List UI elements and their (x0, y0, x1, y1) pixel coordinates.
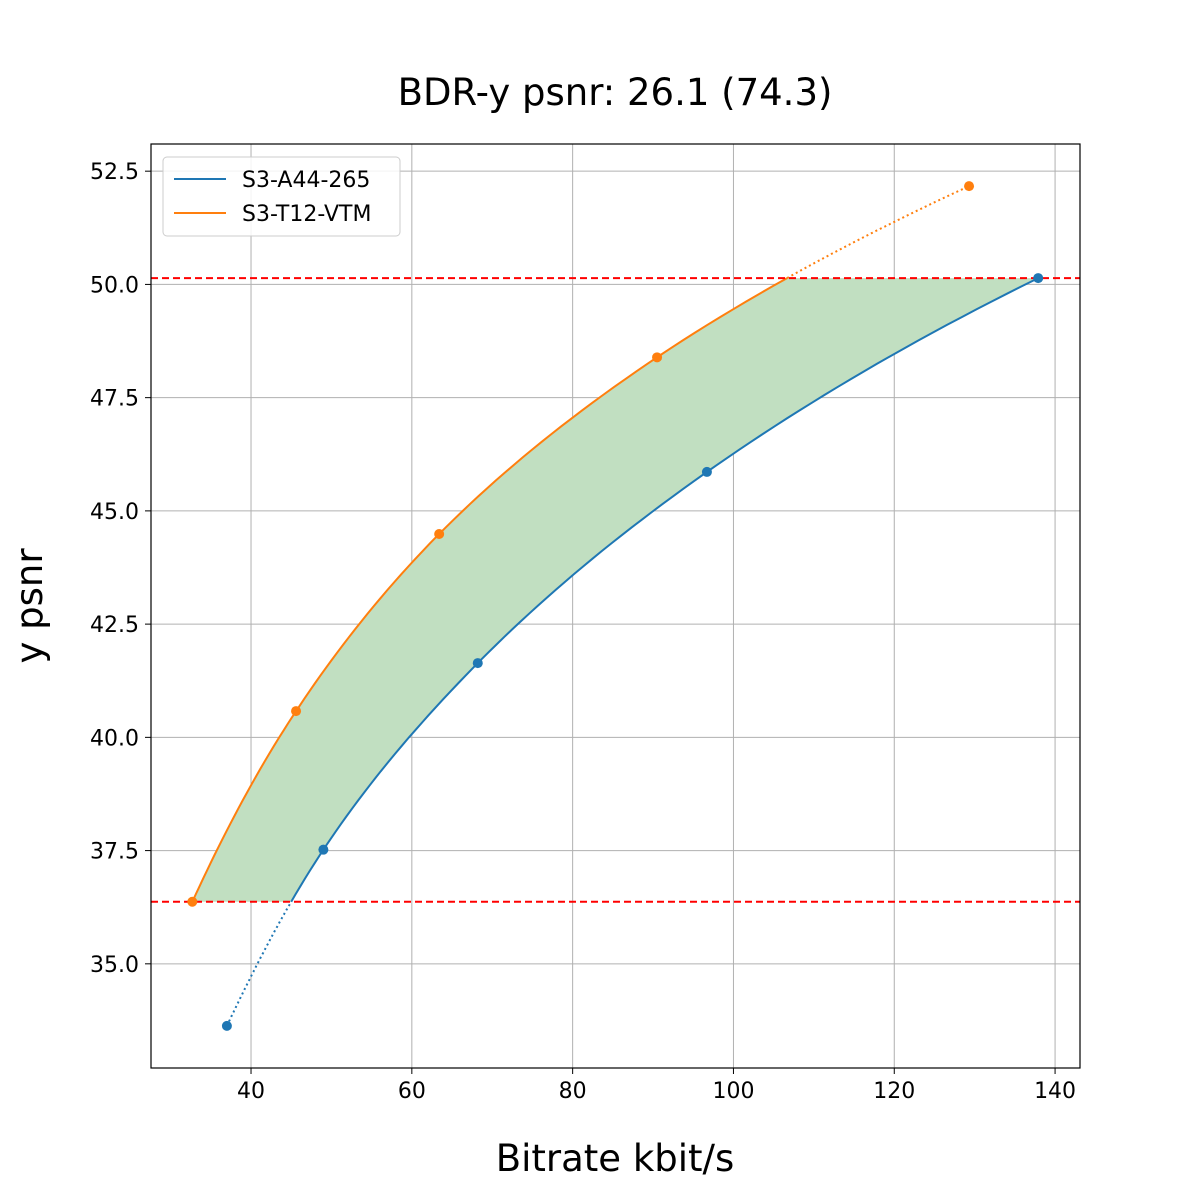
x-tick-label: 40 (237, 1079, 265, 1104)
legend-label-1: S3-T12-VTM (242, 202, 371, 227)
x-axis-label: Bitrate kbit/s (496, 1137, 735, 1180)
legend: S3-A44-265 S3-T12-VTM (162, 156, 401, 237)
y-axis-label: y psnr (8, 548, 51, 664)
y-tick-label: 40.0 (90, 726, 139, 751)
data-point (318, 844, 329, 855)
y-tick-label: 42.5 (90, 613, 139, 638)
x-tick-label: 120 (873, 1079, 915, 1104)
data-point (291, 706, 302, 717)
legend-label-0: S3-A44-265 (242, 168, 370, 193)
plot-frame (150, 143, 1081, 1069)
data-point (964, 181, 975, 192)
fill-between-area (192, 278, 1039, 902)
y-tick-label: 47.5 (90, 387, 139, 412)
x-tick-label: 80 (559, 1079, 587, 1104)
y-tick-label: 45.0 (90, 500, 139, 525)
series-points (187, 181, 1044, 1031)
x-tick-label: 100 (712, 1079, 754, 1104)
data-point (1033, 273, 1044, 284)
x-tick-label: 60 (398, 1079, 426, 1104)
series-line-solid (290, 277, 1039, 903)
data-point (472, 658, 483, 669)
series-lines (191, 185, 1039, 1027)
x-tick-label: 140 (1034, 1079, 1076, 1104)
ticks: 40 60 80 100 120 140 35.0 37.5 40.0 42.5 45.0 47.5 5… (90, 160, 1076, 1104)
data-point (221, 1020, 232, 1031)
y-tick-label: 37.5 (90, 840, 139, 865)
series-line-extrapolated (225, 901, 293, 1027)
data-point (434, 528, 445, 539)
reference-lines (151, 277, 1080, 903)
data-point (701, 466, 712, 477)
y-tick-label: 35.0 (90, 953, 139, 978)
legend-box (162, 156, 401, 237)
series-line-solid (191, 277, 788, 903)
y-tick-label: 50.0 (90, 273, 139, 298)
chart-title: BDR-y psnr: 26.1 (74.3) (398, 71, 833, 114)
fill-between-layer (192, 278, 1039, 902)
y-tick-label: 52.5 (90, 160, 139, 185)
data-point (652, 352, 663, 363)
data-point (187, 896, 198, 907)
series-line-extrapolated (786, 185, 970, 279)
